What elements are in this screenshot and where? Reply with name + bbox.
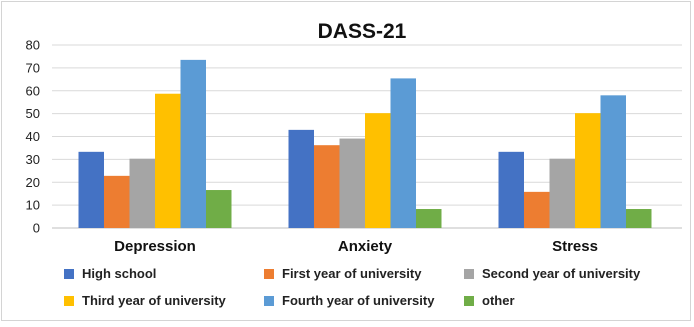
legend-label: First year of university (282, 266, 422, 281)
bar-anxiety-5 (416, 209, 442, 228)
bars (78, 59, 652, 229)
x-category-label: Anxiety (338, 238, 393, 255)
legend-swatch (464, 269, 474, 279)
y-tick-label: 60 (26, 83, 40, 98)
y-tick-label: 40 (26, 129, 40, 144)
x-axis-categories: Depression Anxiety Stress (114, 238, 598, 255)
y-tick-label: 10 (26, 198, 40, 213)
y-tick-label: 80 (26, 38, 40, 53)
legend-swatch (64, 269, 74, 279)
bar-depression-0 (78, 151, 104, 228)
bar-stress-5 (626, 209, 652, 228)
chart-title: DASS-21 (318, 20, 407, 43)
x-category-label: Stress (552, 238, 598, 255)
legend-label: other (482, 293, 515, 308)
y-tick-label: 30 (26, 152, 40, 167)
bar-anxiety-4 (390, 78, 416, 229)
legend-swatch (264, 296, 274, 306)
bar-depression-1 (104, 175, 130, 228)
x-category-label: Depression (114, 238, 196, 255)
bar-depression-5 (206, 190, 232, 228)
bar-anxiety-1 (314, 145, 340, 228)
legend-swatch (64, 296, 74, 306)
y-tick-label: 50 (26, 106, 40, 121)
bar-stress-3 (575, 113, 601, 228)
y-tick-label: 70 (26, 60, 40, 75)
legend-label: High school (82, 266, 156, 281)
legend-swatch (464, 296, 474, 306)
y-tick-label: 20 (26, 175, 40, 190)
bar-stress-1 (524, 191, 550, 228)
legend-label: Third year of university (82, 293, 227, 308)
legend-swatch (264, 269, 274, 279)
legend: High school First year of university Secon… (64, 266, 641, 308)
bar-stress-2 (549, 158, 575, 228)
dass21-bar-chart: DASS-21 0 10 20 30 40 50 60 70 80 Depression Anxi… (26, 20, 682, 308)
bar-depression-4 (180, 59, 206, 229)
bar-anxiety-2 (339, 138, 365, 228)
bar-anxiety-0 (288, 129, 314, 228)
chart-frame: DASS-21 0 10 20 30 40 50 60 70 80 Depression Anxi… (1, 1, 691, 321)
bar-depression-2 (129, 158, 155, 228)
bar-stress-4 (600, 95, 626, 228)
bar-anxiety-3 (365, 113, 391, 228)
legend-label: Fourth year of university (282, 293, 435, 308)
bar-depression-3 (155, 93, 181, 228)
bar-stress-0 (498, 151, 524, 228)
y-axis-ticks: 0 10 20 30 40 50 60 70 80 (26, 38, 40, 236)
legend-label: Second year of university (482, 266, 641, 281)
y-tick-label: 0 (33, 221, 40, 236)
